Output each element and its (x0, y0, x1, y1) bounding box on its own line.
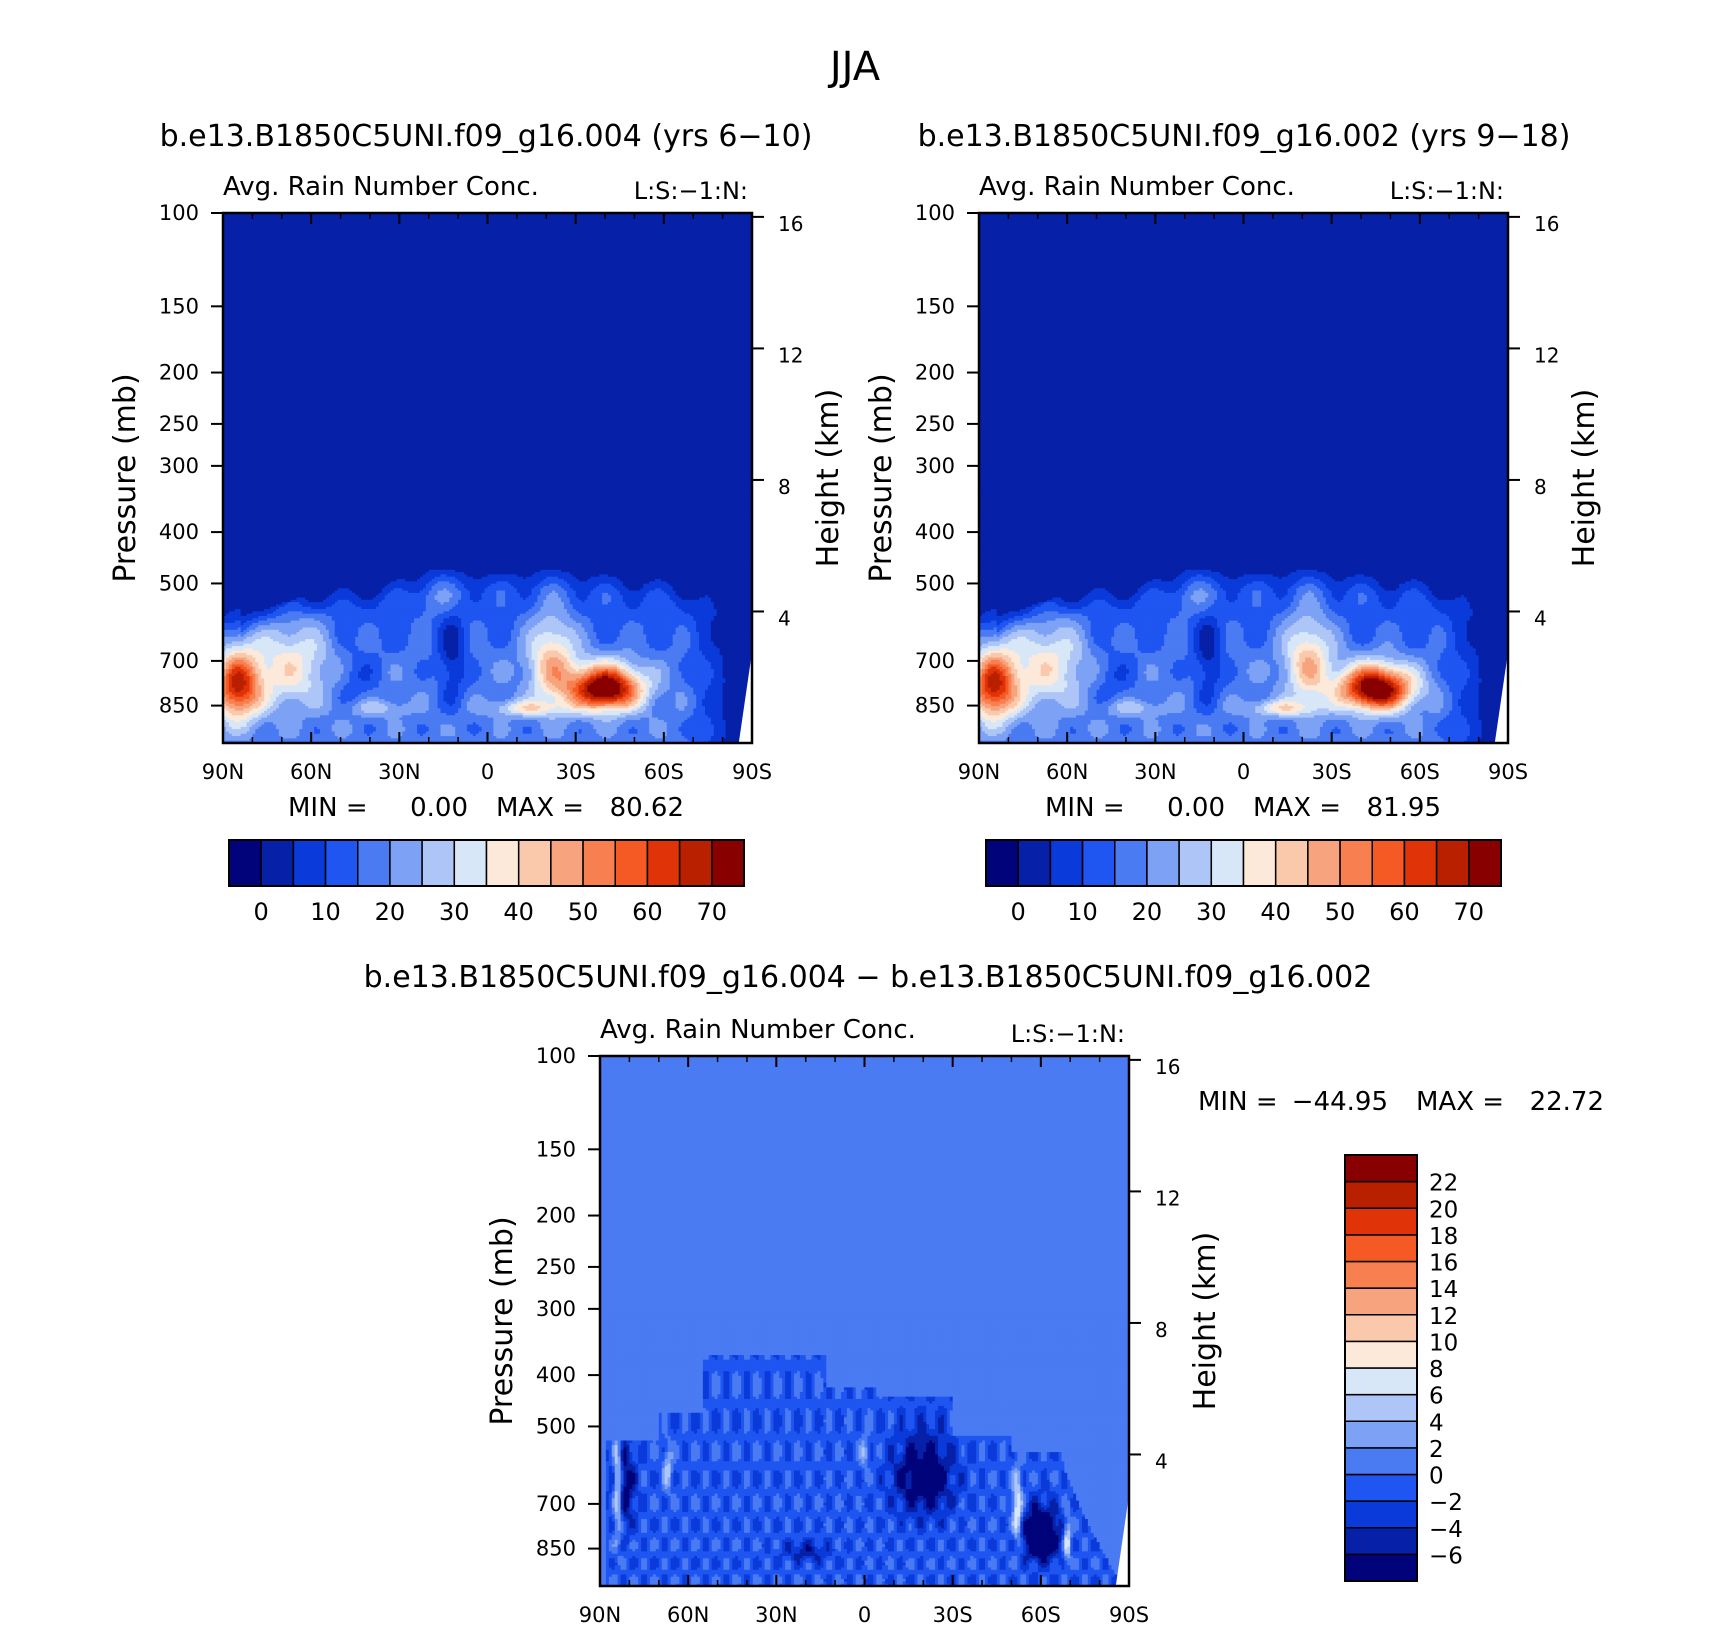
heatmap-cells (223, 213, 753, 744)
figure: JJA 90N 60N 30N 0 30S 60S 90S100150200250300400… (0, 0, 1710, 1631)
panel-top-left: 90N 60N 30N 0 30S 60S 90S100150200250300400500… (159, 201, 804, 784)
figure-title: JJA (827, 44, 881, 90)
